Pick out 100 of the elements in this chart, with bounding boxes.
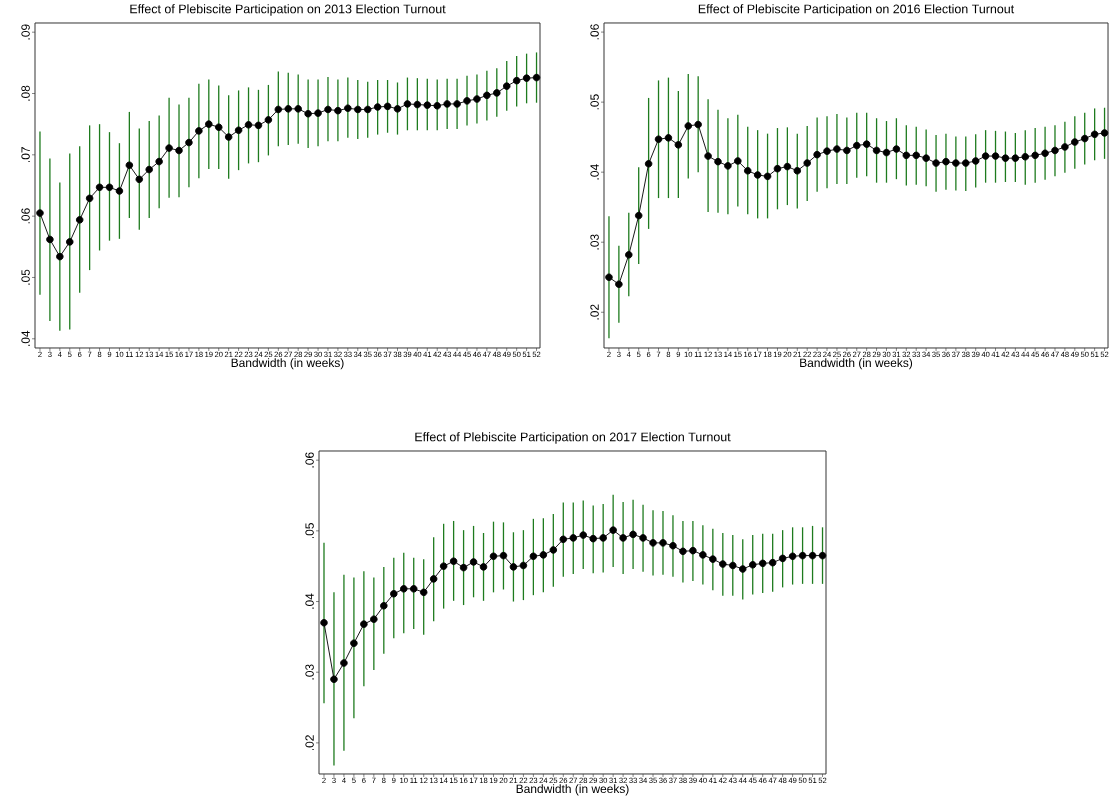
point [320,618,328,627]
point [569,534,578,542]
point [758,559,767,568]
y-tick-label: .06 [305,452,314,468]
point [743,167,752,175]
point [625,251,633,259]
point [463,97,471,105]
point [619,534,627,542]
point [350,639,358,647]
point [185,138,193,147]
point [1031,151,1039,160]
y-tick-label: .04 [21,330,30,346]
point [413,100,422,109]
point [559,535,568,544]
point [95,183,104,192]
point [125,161,134,169]
point [499,551,508,560]
point [244,121,253,129]
point [453,100,461,108]
point [872,146,881,155]
point [1041,149,1049,158]
point [264,116,273,124]
point [390,590,398,598]
point [330,675,338,684]
point [1080,134,1089,143]
point [105,183,114,192]
point [529,552,538,561]
point [370,615,378,623]
point [1051,146,1059,155]
point [419,588,428,597]
point [739,565,747,573]
point [714,157,722,166]
y-tick-label: .05 [590,94,599,110]
point [459,563,468,572]
point [1090,130,1099,139]
y-tick-label: .03 [305,664,314,680]
x-axis-title: Bandwidth (in weeks) [516,784,629,796]
chart-title: Effect of Plebiscite Participation on 2016 Election Turnout [698,4,1015,16]
point [609,526,617,534]
point [818,551,827,560]
point [773,164,782,173]
y-tick-label: .05 [21,269,30,285]
y-tick-label: .03 [590,234,599,250]
point [175,146,183,155]
point [659,539,667,547]
chart-title: Effect of Plebiscite Participation on 2017 Election Turnout [415,432,731,444]
point [512,76,521,85]
point [654,135,663,143]
y-tick-label: .02 [305,735,314,751]
point [449,557,458,565]
y-tick-label: .09 [21,24,30,40]
point [1021,153,1030,161]
point [393,105,402,113]
point [502,82,511,90]
point [400,585,408,593]
point [709,555,717,563]
point [704,152,712,160]
point [843,146,851,155]
point [75,216,84,224]
point [798,551,807,560]
x-axis-title: Bandwidth (in weeks) [231,358,344,370]
point [423,101,432,109]
point [135,175,144,184]
point [473,95,481,103]
point [674,141,683,149]
point [823,147,831,155]
point [304,109,312,118]
point [85,194,94,203]
point [763,172,772,181]
point [853,141,861,150]
point [483,91,491,100]
point [443,100,451,108]
point [380,602,388,610]
point [360,620,368,628]
point [383,102,392,111]
point [489,552,498,561]
point [214,123,223,131]
point [284,105,292,113]
point [649,539,657,547]
point [340,659,348,667]
point [224,133,233,141]
point [155,157,163,166]
point [429,575,438,583]
point [664,134,673,142]
point [932,159,940,167]
point [234,126,243,135]
point [439,562,448,570]
point [694,120,702,129]
point [922,154,930,162]
point [539,551,548,559]
point [66,238,74,246]
point [803,159,811,167]
point [793,167,802,175]
point [605,273,613,281]
point [768,558,777,567]
point [748,561,757,569]
point [808,551,817,560]
point [509,563,518,571]
y-tick-label: .04 [590,164,599,180]
point [902,151,911,160]
